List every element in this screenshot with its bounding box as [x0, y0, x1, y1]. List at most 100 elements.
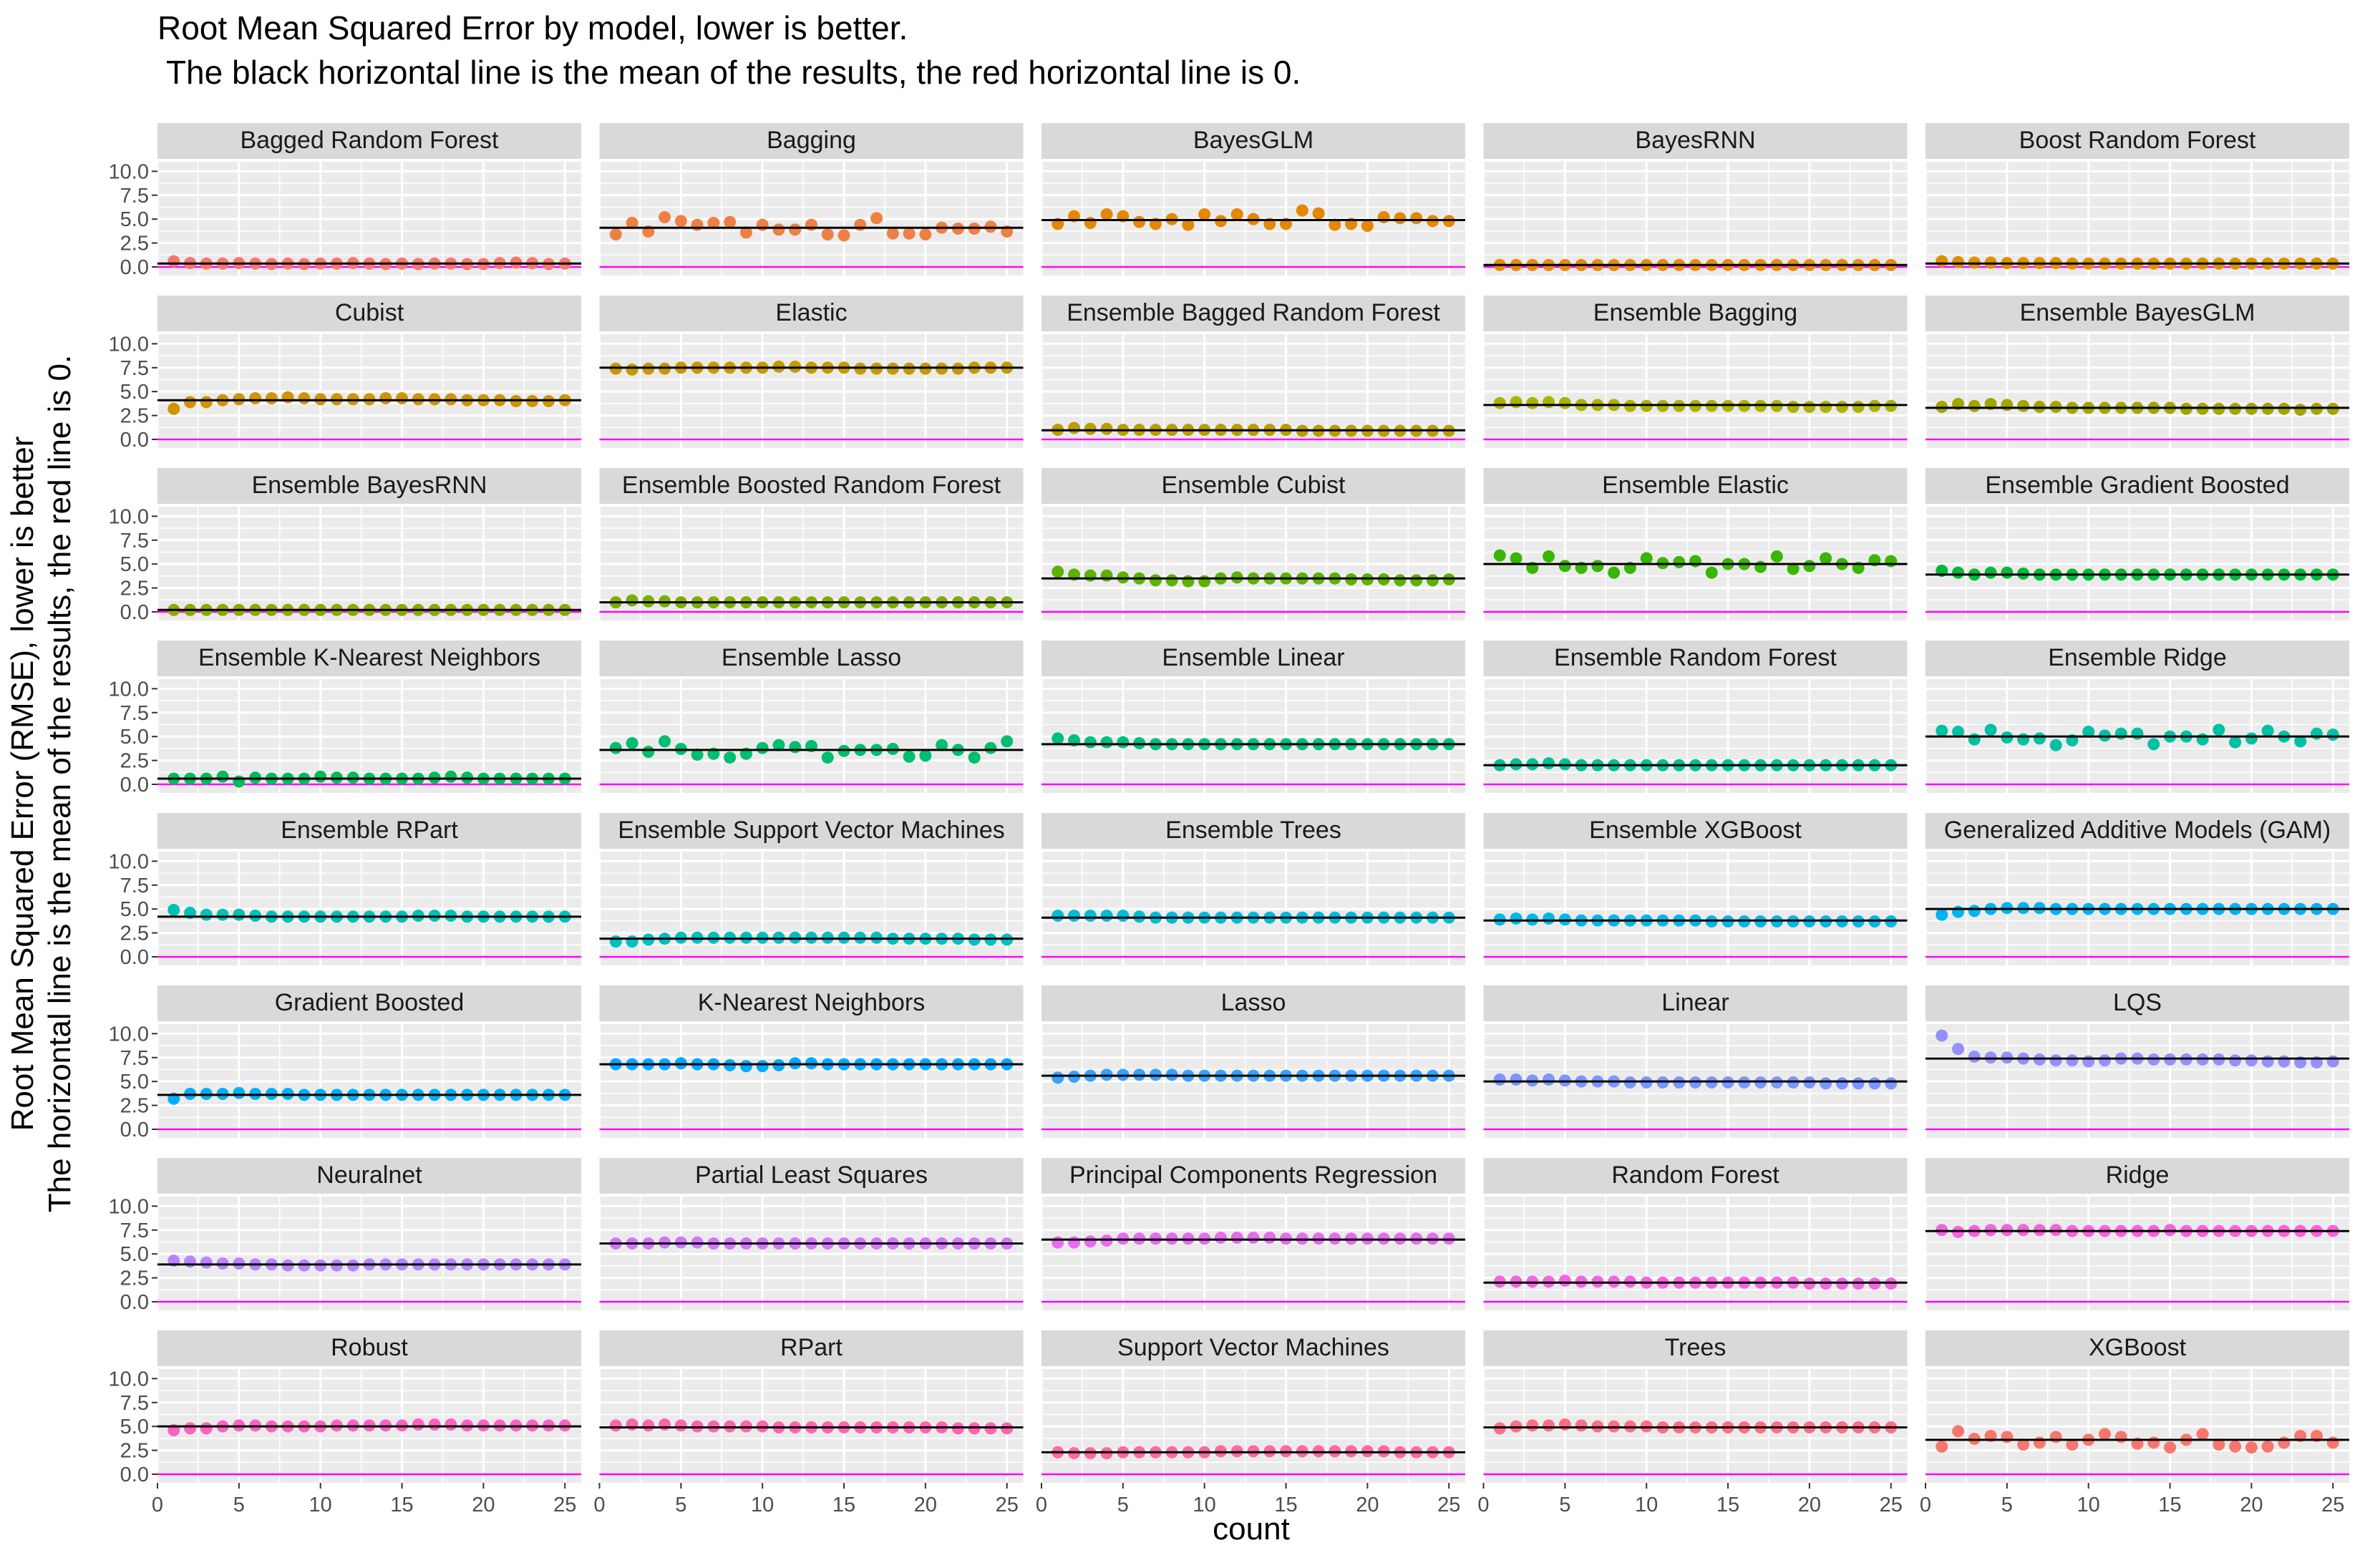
data-point-robust: [412, 1418, 424, 1431]
y-tick-label: 5.0: [120, 553, 149, 576]
facet-title-ensemble-cubist: Ensemble Cubist: [1161, 472, 1346, 499]
x-tick-label: 0: [593, 1494, 605, 1516]
data-point-ensemble-bagging: [1543, 396, 1555, 409]
data-point-ensemble-support-vector-machines: [609, 935, 622, 948]
data-point-random-forest: [1558, 1275, 1571, 1287]
x-tick-label: 25: [2321, 1494, 2344, 1516]
x-tick-label: 0: [1920, 1494, 1931, 1516]
data-point-ensemble-lasso: [642, 746, 655, 759]
data-point-generalized-additive-models-gam: [1936, 908, 1948, 921]
facet-title-k-nearest-neighbors: K-Nearest Neighbors: [698, 989, 925, 1016]
x-tick-label: 20: [472, 1494, 495, 1516]
facet-title-ensemble-xgboost: Ensemble XGBoost: [1589, 817, 1802, 844]
facet-title-ensemble-linear: Ensemble Linear: [1162, 644, 1344, 671]
data-point-bagging: [691, 218, 704, 231]
data-point-bagging: [756, 218, 769, 231]
data-point-ensemble-elastic: [1770, 550, 1783, 563]
facet-strip-ensemble-bayesglm: [1925, 296, 2349, 331]
data-point-ensemble-lasso: [936, 739, 948, 751]
data-point-bayesglm: [1410, 212, 1423, 225]
data-point-ensemble-bagging: [1787, 401, 1800, 414]
facet-title-trees: Trees: [1665, 1334, 1727, 1361]
data-point-ensemble-cubist: [1394, 574, 1407, 587]
data-point-robust: [200, 1422, 213, 1435]
data-point-xgboost: [2001, 1431, 2014, 1443]
data-point-xgboost: [2017, 1438, 2030, 1451]
data-point-cubist: [281, 391, 294, 404]
facet-strip-bayesglm: [1041, 123, 1465, 159]
data-point-xgboost: [2147, 1436, 2160, 1449]
data-point-bagging: [772, 223, 785, 236]
data-point-ensemble-elastic: [1803, 560, 1816, 573]
y-tick-label: 0.0: [120, 601, 149, 624]
y-tick-label: 5.0: [120, 898, 149, 921]
x-tick-label: 20: [1356, 1494, 1379, 1516]
data-point-boost-random-forest: [1952, 255, 1965, 268]
facet-strip-ensemble-bagged-random-forest: [1041, 296, 1465, 331]
data-point-ensemble-bagging: [1558, 396, 1571, 409]
data-point-trees: [1575, 1419, 1588, 1432]
data-point-bayesglm: [1133, 215, 1146, 228]
facet-title-elastic: Elastic: [775, 299, 847, 326]
facet-strip-bayesrnn: [1483, 123, 1908, 159]
facet-title-xgboost: XGBoost: [2089, 1334, 2187, 1361]
data-point-ensemble-lasso: [821, 751, 834, 764]
data-point-bayesglm: [1312, 207, 1325, 220]
data-point-ensemble-rpart: [167, 904, 180, 917]
data-point-ensemble-elastic: [1820, 552, 1832, 565]
data-point-ensemble-support-vector-machines: [626, 935, 638, 948]
data-point-bagged-random-forest: [167, 255, 180, 268]
data-point-ensemble-elastic: [1591, 560, 1604, 573]
facet-strip-ensemble-gradient-boosted: [1925, 468, 2349, 504]
data-point-ensemble-elastic: [1640, 552, 1653, 565]
data-point-bagging: [854, 218, 867, 231]
facet-title-principal-components-regression: Principal Components Regression: [1069, 1162, 1437, 1189]
facet-title-bayesrnn: BayesRNN: [1635, 127, 1755, 154]
data-point-ensemble-ridge: [2082, 725, 2095, 738]
data-point-xgboost: [2066, 1438, 2079, 1451]
y-tick-label: 2.5: [120, 405, 149, 428]
data-point-ensemble-bagged-random-forest: [1100, 422, 1113, 435]
data-point-linear: [1885, 1077, 1898, 1090]
data-point-bayesglm: [1100, 208, 1113, 220]
data-point-ensemble-ridge: [2213, 724, 2225, 736]
data-point-ensemble-bayesglm: [1968, 399, 1981, 412]
data-point-xgboost: [2196, 1428, 2209, 1441]
data-point-elastic: [626, 363, 638, 376]
y-tick-label: 10.0: [109, 678, 149, 701]
data-point-ensemble-gradient-boosted: [1952, 566, 1965, 579]
x-tick-label: 0: [1036, 1494, 1047, 1516]
facet-strip-support-vector-machines: [1041, 1330, 1465, 1366]
data-point-xgboost: [2261, 1440, 2274, 1453]
facet-title-ensemble-support-vector-machines: Ensemble Support Vector Machines: [618, 817, 1005, 844]
data-point-bagging: [821, 228, 834, 241]
data-point-k-nearest-neighbors: [756, 1060, 769, 1073]
data-point-ensemble-ridge: [2049, 739, 2062, 751]
data-point-ensemble-k-nearest-neighbors: [216, 770, 229, 783]
data-point-ensemble-cubist: [1410, 574, 1423, 587]
facet-title-random-forest: Random Forest: [1611, 1162, 1779, 1189]
data-point-k-nearest-neighbors: [739, 1060, 752, 1073]
data-point-principal-components-regression: [1084, 1235, 1097, 1248]
data-point-lqs: [2278, 1055, 2291, 1068]
facet-strip-ensemble-support-vector-machines: [599, 813, 1024, 849]
facet-strip-ensemble-trees: [1041, 813, 1465, 849]
facet-strip-ensemble-bayesrnn: [157, 468, 581, 504]
facet-title-support-vector-machines: Support Vector Machines: [1117, 1334, 1389, 1361]
facet-title-ensemble-k-nearest-neighbors: Ensemble K-Nearest Neighbors: [198, 644, 540, 671]
data-point-cubist: [298, 392, 311, 405]
x-tick-label: 20: [2240, 1494, 2263, 1516]
x-tick-label: 15: [2158, 1494, 2181, 1516]
data-point-lqs: [1968, 1050, 1981, 1063]
data-point-bayesglm: [1198, 208, 1211, 220]
data-point-rpart: [642, 1419, 655, 1432]
data-point-lqs: [2245, 1054, 2258, 1067]
x-tick-label: 0: [1477, 1494, 1489, 1516]
x-tick-label: 10: [1193, 1494, 1216, 1516]
y-tick-label: 0.0: [120, 429, 149, 452]
facet-strip-boost-random-forest: [1925, 123, 2349, 159]
data-point-xgboost: [2033, 1436, 2046, 1449]
data-point-bagging: [707, 217, 720, 230]
data-point-rpart: [609, 1419, 622, 1432]
data-point-ensemble-ridge: [2196, 733, 2209, 746]
